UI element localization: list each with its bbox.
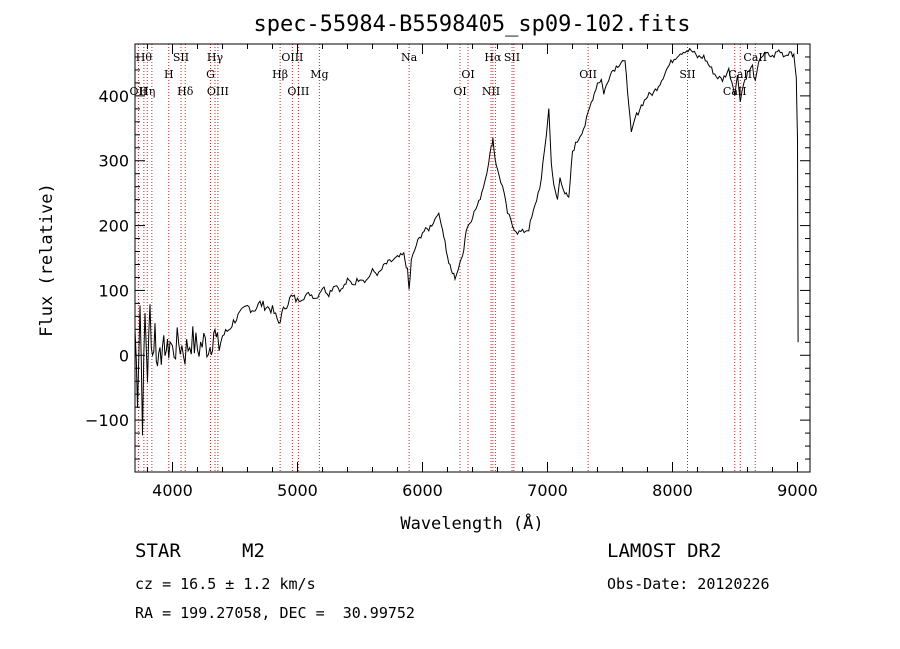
line-marker-label: CaII xyxy=(743,51,767,64)
x-tick-label: 5000 xyxy=(277,481,318,500)
line-marker-label: G xyxy=(206,68,215,81)
line-marker-label: H xyxy=(164,68,174,81)
y-tick-label: 400 xyxy=(98,87,129,106)
line-markers: HθHηOIIHSIIHδGHγOIIIHβOIIIOIIIMgNaOIOINI… xyxy=(130,44,767,472)
line-marker-label: OI xyxy=(453,85,466,98)
x-tick-label: 9000 xyxy=(777,481,818,500)
survey-name: LAMOST DR2 xyxy=(607,540,722,562)
line-marker-label: CaII xyxy=(723,85,747,98)
line-marker-label: OIII xyxy=(207,85,229,98)
line-marker-label: Hα xyxy=(484,51,502,64)
coordinates: RA = 199.27058, DEC = 30.99752 xyxy=(135,604,415,622)
y-tick-label: 100 xyxy=(98,281,129,300)
plot-frame xyxy=(134,43,811,473)
line-marker-label: OII xyxy=(130,85,148,98)
line-marker-label: SII xyxy=(173,51,189,64)
object-class: STAR xyxy=(135,540,181,562)
x-tick-label: 4000 xyxy=(152,481,193,500)
line-marker-label: Mg xyxy=(310,68,328,81)
line-marker-label: OI xyxy=(461,68,474,81)
line-marker-label: Na xyxy=(401,51,418,64)
x-axis-label: Wavelength (Å) xyxy=(400,512,543,534)
line-marker-label: Hη xyxy=(139,85,155,98)
line-marker-label: OII xyxy=(579,68,597,81)
redshift-text: cz = 16.5 ± 1.2 km/s xyxy=(135,575,316,593)
line-marker-label: NII xyxy=(482,85,500,98)
line-marker-label: Hθ xyxy=(136,51,153,64)
x-tick-label: 6000 xyxy=(402,481,443,500)
line-marker-label: SII xyxy=(504,51,520,64)
y-tick-label: 300 xyxy=(98,152,129,171)
x-tick-label: 7000 xyxy=(527,481,568,500)
line-marker-label: OIII xyxy=(287,85,309,98)
line-marker-label: Hγ xyxy=(207,51,224,64)
x-tick-label: 8000 xyxy=(652,481,693,500)
line-marker-label: OIII xyxy=(281,51,303,64)
line-marker-label: Hδ xyxy=(177,85,194,98)
x-axis: 4000 5000 6000 7000 8000 9000 xyxy=(147,44,818,500)
spectrum-line xyxy=(134,47,799,436)
line-marker-label: SII xyxy=(679,68,695,81)
line-marker-label: CaII xyxy=(728,68,752,81)
y-axis: −100 0 100 200 300 400 xyxy=(85,56,810,460)
y-tick-label: −100 xyxy=(85,411,129,430)
object-subclass: M2 xyxy=(242,540,265,562)
line-marker-label: Hβ xyxy=(272,68,288,81)
chart-title: spec-55984-B5598405_sp09-102.fits xyxy=(253,12,690,37)
y-tick-label: 0 xyxy=(119,346,129,365)
obs-date: Obs-Date: 20120226 xyxy=(607,575,770,593)
y-tick-label: 200 xyxy=(98,217,129,236)
y-axis-label: Flux (relative) xyxy=(37,183,57,337)
spectrum-chart: spec-55984-B5598405_sp09-102.fits HθHηOI… xyxy=(37,12,818,534)
